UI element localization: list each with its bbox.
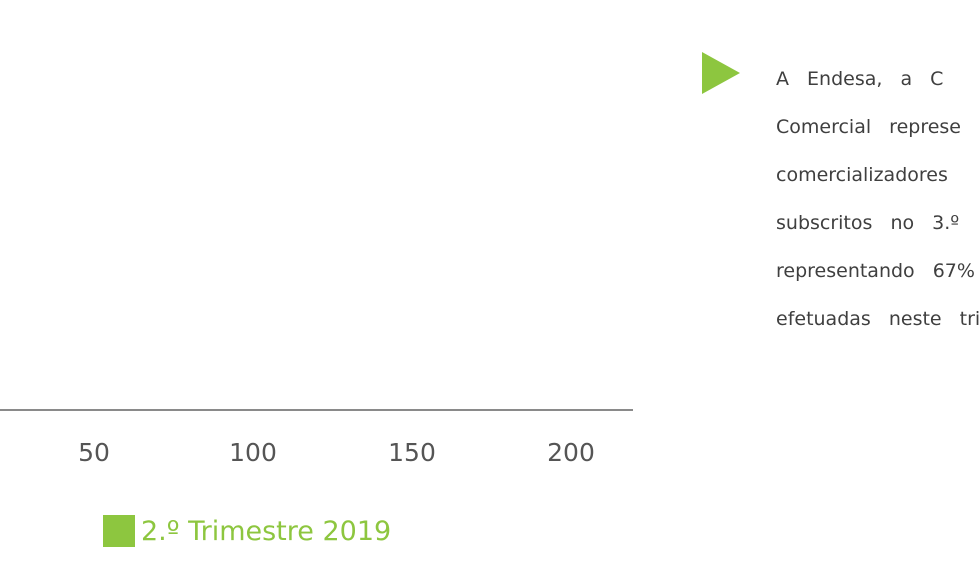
paragraph-line: A Endesa, a C	[776, 68, 944, 90]
x-axis-ticks: 50 100 150 200	[78, 438, 595, 467]
paragraph-line: representando 67%	[776, 260, 975, 282]
paragraph-line: Comercial represe	[776, 116, 961, 138]
x-tick-label: 100	[229, 438, 277, 467]
legend-label: 2.º Trimestre 2019	[141, 515, 392, 547]
x-tick-label: 200	[547, 438, 595, 467]
x-tick-label: 50	[78, 438, 110, 467]
bar-chart: 50 100 150 200	[0, 409, 633, 467]
commentary-block: A Endesa, a C Comercial represe comercia…	[700, 52, 980, 382]
paragraph-line: efetuadas neste tri	[776, 308, 980, 330]
x-tick-label: 150	[388, 438, 436, 467]
paragraph-line: subscritos no 3.º	[776, 212, 960, 234]
legend-swatch	[103, 515, 135, 547]
commentary-paragraph: A Endesa, a C Comercial represe comercia…	[776, 60, 980, 348]
triangle-right-icon	[702, 52, 740, 94]
paragraph-line: comercializadores	[776, 164, 948, 186]
chart-legend: 2.º Trimestre 2019	[103, 513, 391, 549]
